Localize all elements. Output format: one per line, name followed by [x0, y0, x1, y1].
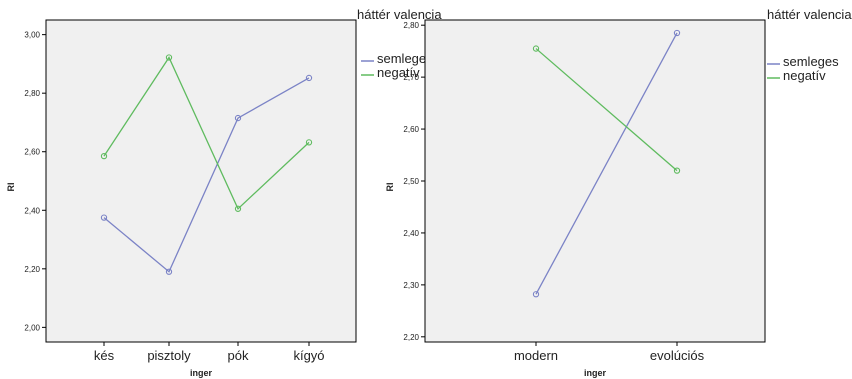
data-point: [532, 291, 540, 298]
data-point: [532, 45, 540, 52]
data-point: [100, 214, 108, 221]
y-tick-label: 2,30: [403, 281, 419, 290]
legend-entry: negatív: [377, 65, 420, 80]
data-point: [305, 139, 313, 146]
x-tick-label: modern: [514, 348, 558, 363]
legend-title: háttér valencia: [767, 7, 852, 22]
y-tick-label: 2,50: [403, 177, 419, 186]
y-tick-label: 2,40: [24, 206, 40, 215]
data-point: [234, 205, 242, 212]
y-tick-label: 2,60: [403, 125, 419, 134]
data-point: [673, 29, 681, 37]
y-tick-label: 2,00: [24, 323, 40, 332]
series-line-negatív: [103, 56, 310, 210]
data-point: [100, 152, 108, 160]
legend-entry: semleges: [783, 54, 839, 69]
legend-entry: semleges: [377, 51, 433, 66]
series-line-semleges: [103, 77, 310, 273]
y-axis-title: RI: [6, 183, 16, 192]
x-tick-label: pisztoly: [147, 348, 191, 363]
data-point: [673, 167, 681, 174]
x-tick-label: kígyó: [293, 348, 324, 363]
x-tick-label: pók: [228, 348, 249, 363]
x-tick-label: evolúciós: [650, 348, 705, 363]
x-tick-label: kés: [94, 348, 115, 363]
series-line-semleges: [535, 32, 678, 295]
y-tick-label: 2,60: [24, 148, 40, 157]
data-point: [305, 74, 313, 82]
plot-area: [45, 19, 357, 343]
y-tick-label: 2,40: [403, 229, 419, 238]
y-tick-label: 2,20: [24, 265, 40, 274]
data-point: [165, 54, 173, 61]
legend-entry: negatív: [783, 68, 826, 83]
data-point: [234, 114, 242, 122]
y-axis-title: RI: [385, 183, 395, 192]
series-line-negatív: [535, 48, 678, 172]
plot-area: [424, 19, 766, 343]
y-tick-label: 2,20: [403, 333, 419, 342]
y-tick-label: 2,80: [403, 21, 419, 30]
chart-2: 2,20 2,30 2,40 2,50 2,60 2,70 2,80 modern evolúc…: [385, 7, 852, 378]
chart-1: 2,00 2,20 2,40 2,60 2,80 3,00 kés pisztoly pók kí…: [6, 7, 442, 378]
y-tick-label: 3,00: [24, 31, 40, 40]
legend-title: háttér valencia: [357, 7, 442, 22]
x-axis-title: inger: [584, 368, 607, 378]
data-point: [165, 268, 173, 275]
y-tick-label: 2,80: [24, 89, 40, 98]
y-tick-label: 2,70: [403, 73, 419, 82]
x-axis-title: inger: [190, 368, 213, 378]
